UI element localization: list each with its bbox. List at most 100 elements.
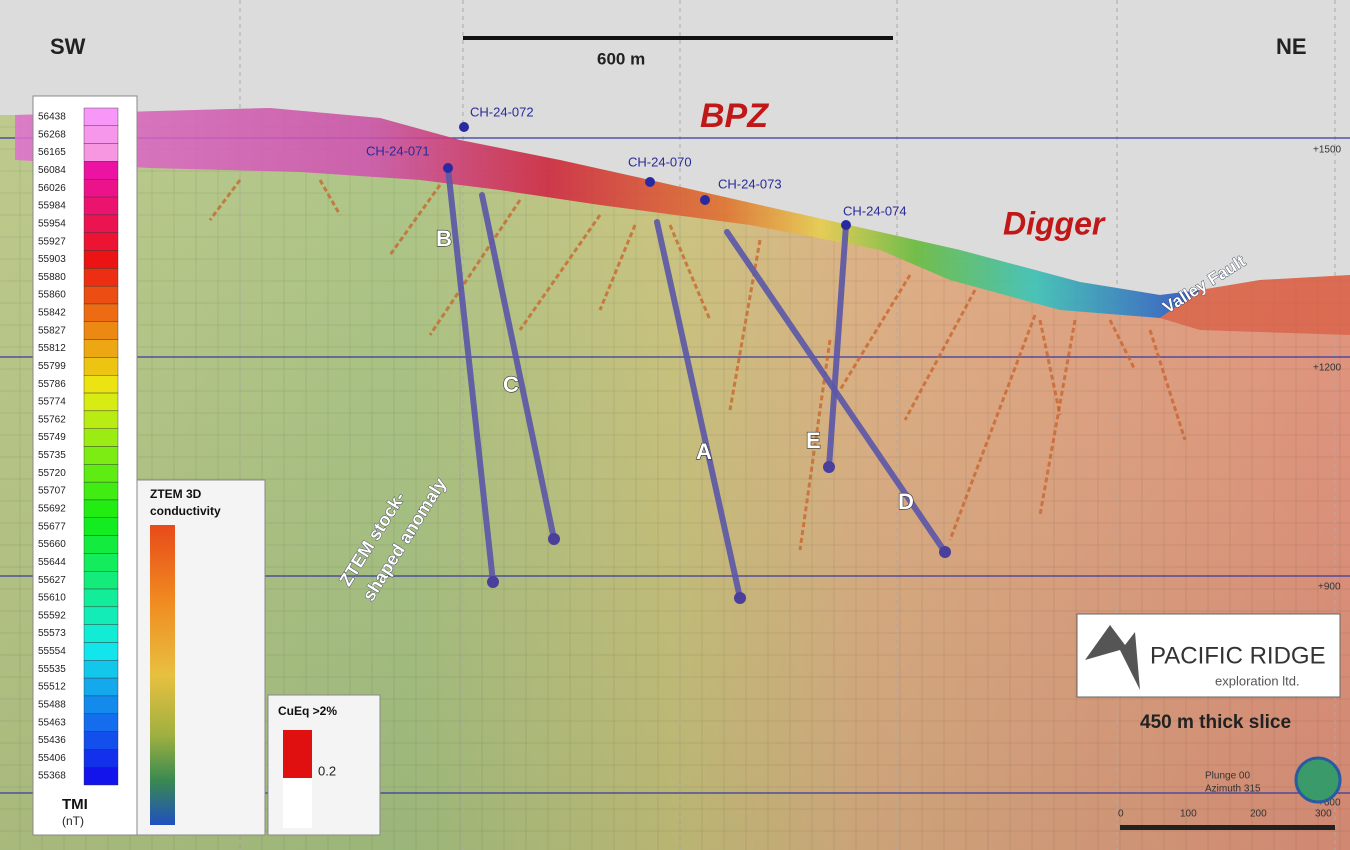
tmi-label: 55677 [38, 521, 66, 532]
hole-end [939, 546, 951, 558]
collar-dot [700, 195, 710, 205]
collar-dot [645, 177, 655, 187]
zone-label: Digger [1003, 205, 1106, 241]
tmi-label: 55535 [38, 664, 66, 675]
tmi-label: 55954 [38, 218, 66, 229]
tmi-swatch [84, 571, 118, 589]
tmi-label: 55592 [38, 610, 66, 621]
tmi-label: 55627 [38, 575, 66, 586]
slice-label: 450 m thick slice [1140, 712, 1291, 733]
tmi-swatch [84, 447, 118, 465]
tmi-label: 55799 [38, 361, 66, 372]
elevation-label: +900 [1318, 582, 1341, 593]
collar-label: CH-24-074 [843, 203, 907, 218]
cross-section: 3 × 10⁻³2.5 × 10⁻³2 × 10⁻³1.5 × 10⁻³1 × … [0, 0, 1350, 850]
collar-dot [443, 163, 453, 173]
tmi-swatch [84, 607, 118, 625]
tmi-label: 55463 [38, 717, 66, 728]
tmi-swatch [84, 197, 118, 215]
tmi-label: 55573 [38, 628, 66, 639]
collar-label: CH-24-072 [470, 104, 534, 119]
tmi-label: 55660 [38, 539, 66, 550]
hole-label: C [503, 372, 519, 397]
tmi-swatch [84, 553, 118, 571]
tmi-label: 56268 [38, 129, 66, 140]
elevation-label: +1500 [1313, 145, 1342, 156]
tmi-swatch [84, 500, 118, 518]
tmi-label: 55610 [38, 593, 66, 604]
tmi-swatch [84, 660, 118, 678]
tmi-label: 55554 [38, 646, 66, 657]
color-bar [150, 525, 175, 825]
tmi-label: 55774 [38, 397, 66, 408]
tmi-swatch [84, 322, 118, 340]
tmi-swatch [84, 429, 118, 447]
hole-end [548, 533, 560, 545]
tmi-legend: 5643856268561655608456026559845595455927… [33, 96, 137, 835]
tmi-swatch [84, 678, 118, 696]
tmi-label: 55786 [38, 379, 66, 390]
tmi-swatch [84, 625, 118, 643]
tmi-label: 55827 [38, 325, 66, 336]
tmi-label: 55860 [38, 290, 66, 301]
tmi-swatch [84, 161, 118, 179]
tmi-label: 55406 [38, 753, 66, 764]
tmi-label: 55720 [38, 468, 66, 479]
tmi-swatch [84, 286, 118, 304]
legend-label: 0.2 [318, 763, 336, 778]
tmi-swatch [84, 411, 118, 429]
scale-bar-label: 0 [1118, 809, 1124, 820]
tmi-swatch [84, 642, 118, 660]
hole-label: B [436, 226, 452, 251]
tmi-label: 55692 [38, 503, 66, 514]
hole-label: E [806, 428, 821, 453]
tmi-label: 55927 [38, 236, 66, 247]
logo-sub: exploration ltd. [1215, 673, 1300, 688]
orientation: Azimuth 315 [1205, 784, 1261, 795]
tmi-swatch [84, 251, 118, 269]
tmi-swatch [84, 732, 118, 750]
legend-title: conductivity [150, 504, 221, 518]
hole-label: D [898, 489, 914, 514]
orientation-globe [1296, 758, 1340, 802]
swatch [283, 730, 312, 778]
tmi-label: 55984 [38, 201, 66, 212]
tmi-swatch [84, 518, 118, 536]
scale-bar-label: 100 [1180, 809, 1197, 820]
scale-label: 600 m [597, 49, 645, 68]
cueq-legend: CuEq >2% 0.2 [268, 695, 380, 835]
scale-bar-label: 200 [1250, 809, 1267, 820]
direction-label: SW [50, 34, 86, 59]
tmi-label: 55436 [38, 735, 66, 746]
legend-title: CuEq >2% [278, 704, 337, 718]
tmi-swatch [84, 304, 118, 322]
swatch [283, 778, 312, 828]
legend-title: TMI [62, 796, 88, 813]
tmi-swatch [84, 233, 118, 251]
tmi-swatch [84, 767, 118, 785]
orientation: Plunge 00 [1205, 771, 1250, 782]
tmi-swatch [84, 215, 118, 233]
ztem-legend: ZTEM 3D conductivity [137, 480, 265, 835]
scale-bar-line [1120, 825, 1335, 830]
scale-bar-label: 300 [1315, 809, 1332, 820]
tmi-label: 55762 [38, 414, 66, 425]
legend-title: ZTEM 3D [150, 487, 202, 501]
tmi-swatch [84, 714, 118, 732]
tmi-label: 55749 [38, 432, 66, 443]
tmi-swatch [84, 749, 118, 767]
hole-end [823, 461, 835, 473]
collar-dot [459, 122, 469, 132]
tmi-swatch [84, 482, 118, 500]
tmi-label: 55488 [38, 699, 66, 710]
tmi-swatch [84, 696, 118, 714]
tmi-label: 55812 [38, 343, 66, 354]
tmi-label: 56438 [38, 112, 66, 123]
elevation-label: +1200 [1313, 363, 1342, 374]
tmi-swatch [84, 393, 118, 411]
tmi-swatch [84, 357, 118, 375]
hole-end [734, 592, 746, 604]
collar-label: CH-24-071 [366, 143, 430, 158]
tmi-swatch [84, 589, 118, 607]
tmi-swatch [84, 464, 118, 482]
